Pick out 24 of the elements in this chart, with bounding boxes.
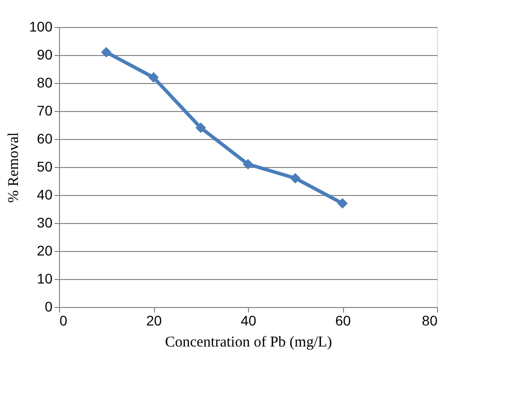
- point: [101, 46, 112, 58]
- y-tick-label: 30: [36, 214, 53, 230]
- point: [148, 72, 159, 83]
- point: [196, 122, 206, 134]
- x-tick-label: 60: [335, 312, 351, 328]
- y-tick-label: 70: [36, 102, 53, 118]
- y-tick-label: 20: [36, 242, 53, 258]
- y-tick-label: 100: [29, 18, 53, 34]
- x-tick-label: 0: [60, 312, 68, 328]
- y-tick-label: 50: [36, 158, 53, 174]
- point: [290, 172, 300, 184]
- point: [242, 158, 254, 170]
- y-tick-label: 10: [36, 270, 53, 286]
- y-tick-label: 80: [36, 74, 53, 90]
- y-axis-title: % Removal: [6, 132, 22, 203]
- y-tick-label: 90: [36, 46, 53, 62]
- x-axis-title: Concentration of Pb (mg/L): [164, 334, 332, 350]
- x-tick-label: 80: [422, 312, 438, 328]
- y-tick-label: 0: [44, 298, 53, 314]
- y-tick-label: 60: [36, 130, 53, 146]
- x-tick-label: 20: [146, 312, 162, 328]
- x-tick-label: 40: [240, 312, 256, 328]
- y-tick-label: 40: [36, 186, 53, 202]
- point: [337, 198, 348, 209]
